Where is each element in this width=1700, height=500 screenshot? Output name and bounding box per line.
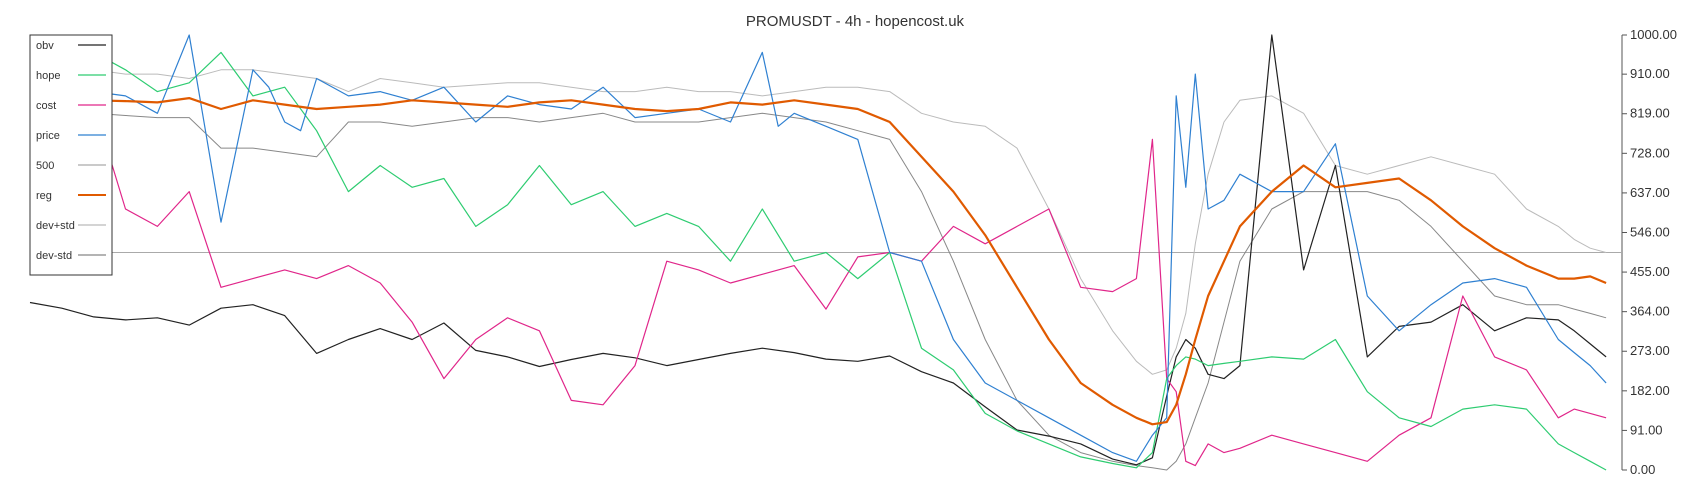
legend-label: price [36, 130, 60, 142]
y-tick-label: 0.00 [1630, 462, 1655, 477]
y-tick-label: 546.00 [1630, 224, 1670, 239]
y-tick-label: 728.00 [1630, 145, 1670, 160]
series-line-price [29, 34, 1607, 462]
y-tick-label: 364.00 [1630, 304, 1670, 319]
legend-label: 500 [36, 160, 54, 172]
legend-label: dev-std [36, 250, 72, 262]
series-line-dev-std [30, 64, 1607, 375]
legend: obv hope cost price 500 reg dev+std dev-std [29, 34, 113, 276]
chart-title: PROMUSDT - 4h - hopencost.uk [746, 13, 965, 30]
series-line-hope [29, 51, 1607, 471]
y-tick-label: 91.00 [1630, 422, 1663, 437]
series-line-obv [29, 34, 1607, 466]
legend-label: hope [36, 70, 60, 82]
legend-label: cost [36, 100, 56, 112]
y-tick-label: 1000.00 [1630, 27, 1677, 42]
y-tick-label: 455.00 [1630, 264, 1670, 279]
plot-area [29, 34, 1622, 471]
y-tick-label: 819.00 [1630, 106, 1670, 121]
y-tick-label: 182.00 [1630, 383, 1670, 398]
legend-label: obv [36, 40, 54, 52]
series-line-reg [29, 94, 1607, 426]
legend-label: reg [36, 190, 52, 202]
y-tick-label: 910.00 [1630, 66, 1670, 81]
series-line-dev-std [29, 108, 1607, 471]
y-axis: 1000.00 910.00 819.00 728.00 637.00 546.00 455… [1622, 27, 1677, 477]
y-tick-label: 637.00 [1630, 185, 1670, 200]
legend-label: dev+std [36, 220, 75, 232]
y-tick-label: 273.00 [1630, 343, 1670, 358]
